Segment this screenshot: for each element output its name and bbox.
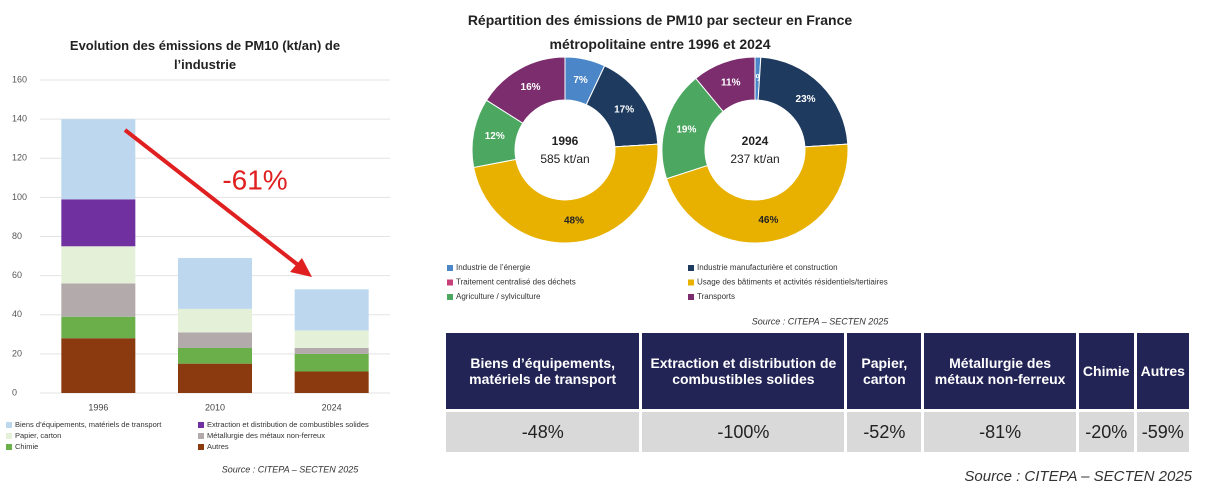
value-label: 17% [614, 104, 634, 115]
y-tick-label: 80 [12, 231, 22, 241]
legend-swatch [198, 422, 204, 428]
table-header: Autres [1136, 333, 1189, 409]
bar-segment [61, 119, 136, 200]
table-cell: -81% [924, 412, 1076, 452]
bar-segment [61, 246, 136, 284]
value-label: 23% [796, 94, 816, 105]
bar-segment [178, 332, 252, 349]
legend-swatch [198, 433, 204, 439]
donut-segment [485, 56, 566, 124]
donut-center-label: 1996 [552, 134, 579, 148]
table-cell: -52% [847, 412, 922, 452]
y-tick-label: 20 [12, 348, 22, 358]
y-tick-label: 100 [12, 192, 27, 202]
bar-title: Evolution des émissions de PM10 (kt/an) … [69, 38, 341, 72]
bar-segment [61, 338, 136, 393]
legend-label: Industrie manufacturière et construction [697, 263, 838, 272]
annotation: -61% [222, 164, 287, 195]
legend-label: Usage des bâtiments et activités résiden… [697, 278, 888, 287]
donut-segment [695, 56, 756, 113]
legend-swatch [6, 433, 12, 439]
table-cell: -100% [642, 412, 845, 452]
donut-center-sublabel: 237 kt/an [730, 152, 779, 166]
bar-segment [294, 371, 369, 393]
bar-segment [61, 316, 136, 339]
table-cell: -20% [1078, 412, 1134, 452]
legend-swatch [447, 265, 453, 271]
table-cell: -59% [1136, 412, 1189, 452]
legend-swatch [6, 444, 12, 450]
legend-swatch [688, 279, 694, 286]
y-tick-label: 160 [12, 74, 27, 84]
y-tick-label: 60 [12, 270, 22, 280]
table-header: Chimie [1078, 333, 1134, 409]
bar-segment [178, 258, 252, 309]
bar-segment [178, 308, 252, 333]
source: Source : CITEPA – SECTEN 2025 [222, 464, 360, 474]
x-tick-label: 2024 [322, 402, 342, 412]
legend-label: Industrie de l’énergie [456, 263, 531, 272]
value-label: 7% [573, 75, 588, 86]
bar-segment [178, 363, 252, 393]
bar-segment [178, 348, 252, 364]
table: Biens d’équipements, matériels de transp… [443, 330, 1192, 455]
legend-swatch [6, 422, 12, 428]
legend-swatch [198, 444, 204, 450]
donut-segment [665, 143, 849, 244]
legend-label: Biens d’équipements, matériels de transp… [15, 420, 162, 429]
donut-center-label: 2024 [742, 134, 769, 148]
bar-segment [294, 353, 369, 372]
y-tick-label: 120 [12, 153, 27, 163]
value-label: 1% [750, 73, 765, 84]
value-label: 19% [676, 125, 696, 136]
bar-segment [294, 348, 369, 354]
legend-label: Agriculture / sylviculture [456, 292, 541, 301]
value-label: 12% [485, 131, 505, 142]
y-tick-label: 0 [12, 387, 17, 397]
legend-swatch [447, 279, 453, 286]
source: Source : CITEPA – SECTEN 2025 [752, 316, 890, 326]
bar-segment [294, 289, 369, 331]
donut-title: Répartition des émissions de PM10 par se… [467, 12, 853, 52]
table-header: Métallurgie des métaux non-ferreux [924, 333, 1076, 409]
legend-label: Extraction et distribution de combustibl… [207, 420, 369, 429]
y-tick-label: 140 [12, 114, 27, 124]
legend-label: Autres [207, 442, 229, 451]
legend-label: Transports [697, 292, 735, 301]
legend-swatch [688, 265, 694, 271]
legend-label: Métallurgie des métaux non-ferreux [207, 431, 325, 440]
table-source: Source : CITEPA – SECTEN 2025 [964, 468, 1192, 485]
x-tick-label: 2010 [205, 402, 225, 412]
table-header: Extraction et distribution de combustibl… [642, 333, 845, 409]
legend-label: Traitement centralisé des déchets [456, 278, 576, 287]
table-header: Papier, carton [847, 333, 922, 409]
bar-segment [61, 199, 136, 247]
table-header: Biens d’équipements, matériels de transp… [446, 333, 640, 409]
x-tick-label: 1996 [88, 402, 108, 412]
bar-segment [61, 283, 136, 317]
y-tick-label: 40 [12, 309, 22, 319]
donut-center-sublabel: 585 kt/an [540, 152, 589, 166]
arrow-head [290, 258, 312, 277]
legend-label: Papier, carton [15, 431, 61, 440]
value-label: 11% [721, 77, 741, 88]
donut-segment [473, 143, 659, 244]
value-label: 46% [758, 215, 778, 226]
value-label: 48% [564, 216, 584, 227]
legend-swatch [688, 294, 694, 300]
table-cell: -48% [446, 412, 640, 452]
value-label: 16% [521, 82, 541, 93]
bar-segment [294, 330, 369, 349]
legend-label: Chimie [15, 442, 38, 451]
arrow [123, 128, 304, 270]
legend-swatch [447, 294, 453, 300]
